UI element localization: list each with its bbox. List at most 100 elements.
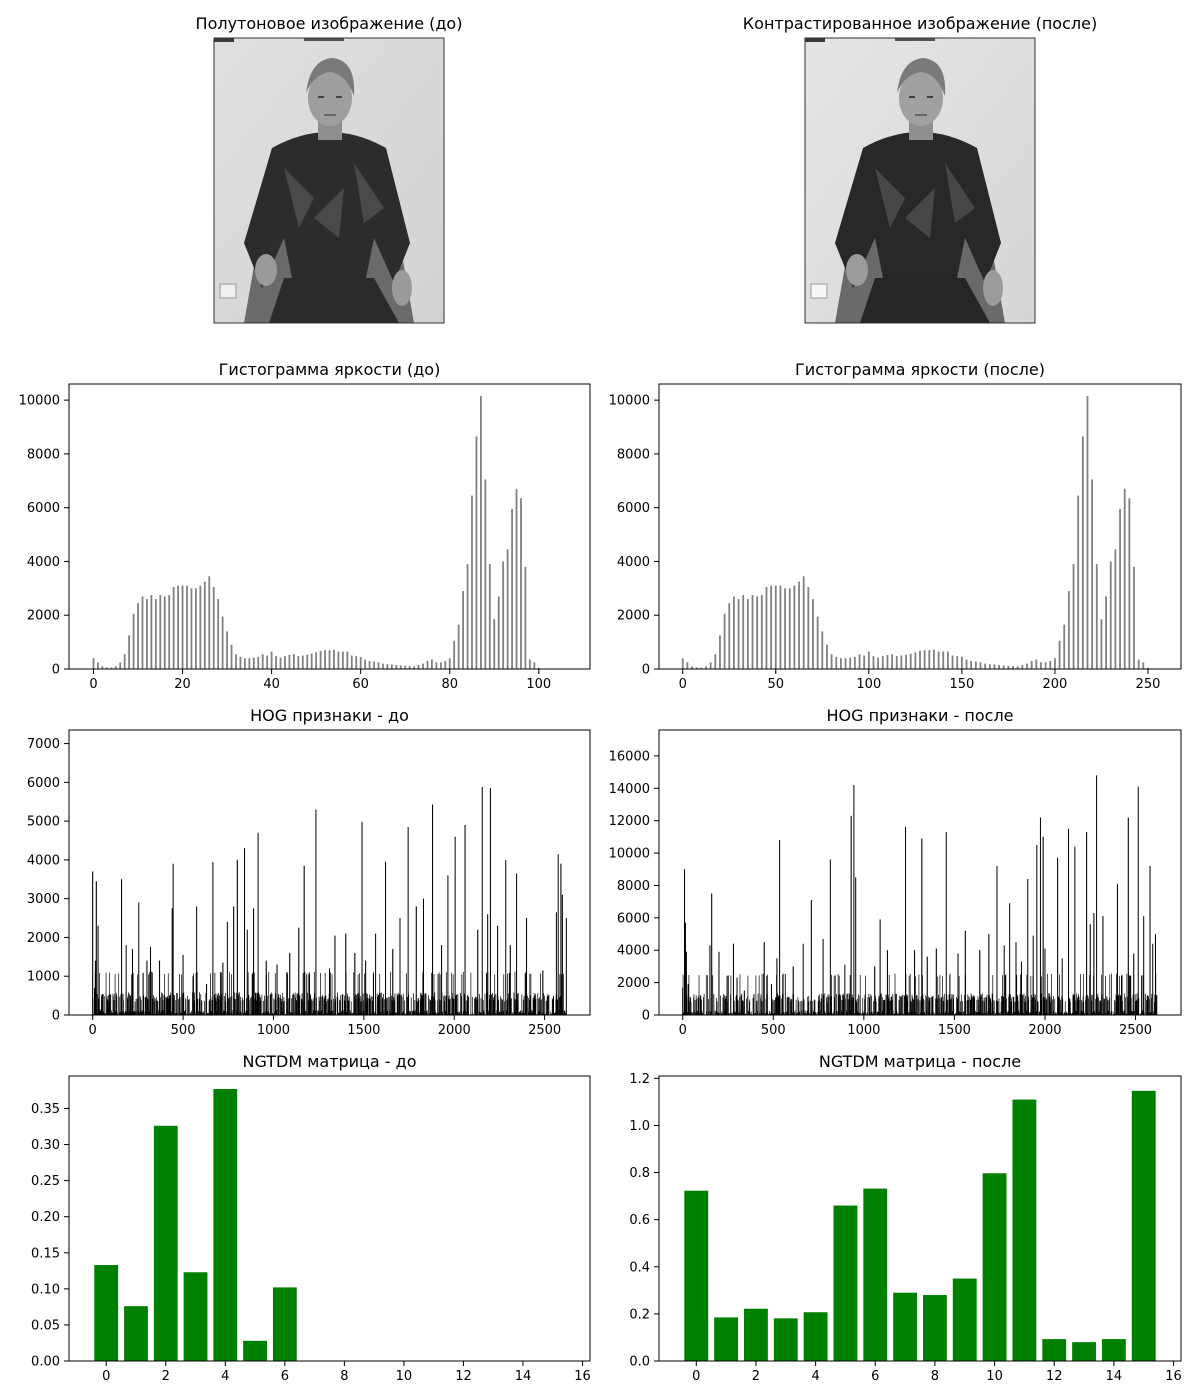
hist-bar	[373, 661, 375, 669]
hist-bar	[439, 662, 442, 669]
y-tick-label: 1.0	[629, 1119, 650, 1134]
ngtdm-bar	[833, 1205, 858, 1361]
hist-bar	[821, 631, 824, 669]
hist-bar	[1133, 566, 1135, 669]
y-tick-label: 0	[52, 1009, 60, 1024]
y-axis: 0 2000 4000 6000 8000 10000	[609, 394, 659, 678]
y-tick-label: 0.2	[629, 1307, 650, 1322]
y-tick-label: 4000	[27, 853, 60, 868]
x-tick-label: 4	[221, 1369, 229, 1384]
hist-bar	[119, 662, 122, 669]
x-axis: 0 2 4 6 8 10 12 14 16	[692, 1361, 1182, 1384]
x-tick-label: 16	[574, 1369, 591, 1384]
axes-frame	[658, 729, 1182, 1016]
hist-bar	[355, 656, 358, 669]
hist-bar	[257, 656, 260, 669]
hist-bar	[275, 656, 277, 669]
hist-bar	[404, 665, 407, 669]
axes-frame	[68, 1075, 591, 1362]
x-tick-label: 2000	[1028, 1023, 1061, 1038]
hist-bar	[1016, 666, 1019, 669]
chart-title: Гистограмма яркости (после)	[795, 360, 1045, 379]
hist-bar	[417, 664, 420, 669]
ngtdm-bar	[94, 1265, 119, 1361]
hist-bar	[346, 651, 349, 669]
hist-bar	[1035, 659, 1038, 669]
hist-bar	[802, 576, 805, 669]
hist-bar	[395, 664, 398, 669]
y-tick-label: 1000	[27, 970, 60, 985]
y-tick-label: 0	[52, 663, 60, 678]
hist-bar	[933, 649, 935, 669]
hist-bar	[970, 660, 973, 669]
x-axis: 0 500 1000 1500 2000 2500	[679, 1015, 1152, 1038]
hist-bar	[475, 436, 478, 669]
hist-bar	[306, 654, 309, 669]
x-tick-label: 12	[455, 1369, 472, 1384]
hist-bar	[974, 661, 977, 669]
y-tick-label: 0.6	[629, 1213, 650, 1228]
ngtdm-bar	[153, 1125, 178, 1361]
x-tick-label: 0	[89, 677, 97, 692]
x-tick-label: 20	[174, 677, 191, 692]
ngtdm-bar	[952, 1278, 977, 1361]
hist-bar	[359, 656, 362, 669]
hist-bar	[506, 549, 509, 669]
x-tick-label: 10	[986, 1369, 1003, 1384]
hist-bar	[960, 656, 963, 669]
hist-bar	[123, 654, 126, 669]
hist-bar	[881, 656, 884, 669]
ngtdm-bar	[922, 1295, 947, 1361]
hist-bar	[1012, 666, 1014, 669]
hist-bar	[101, 666, 104, 669]
hist-bar	[700, 667, 703, 669]
y-tick-label: 2000	[27, 609, 60, 624]
hist-bar	[226, 631, 228, 669]
hist-bar	[886, 655, 889, 669]
hist-bar	[328, 650, 331, 669]
hist-bar	[497, 596, 500, 669]
hist-bar	[686, 662, 689, 669]
x-tick-label: 4	[811, 1369, 819, 1384]
hist-bar	[826, 644, 828, 669]
y-axis: 0.00 0.05 0.10 0.15 0.20 0.25 0.30 0.35	[31, 1102, 69, 1370]
hist-bar	[760, 595, 763, 669]
hist-bar	[1002, 665, 1005, 669]
ngtdm-bar	[863, 1188, 888, 1361]
hist-bar	[266, 655, 269, 669]
hist-bar	[895, 656, 898, 669]
hist-bar	[695, 667, 698, 669]
hist-bar	[905, 654, 907, 669]
hist-bar	[488, 564, 491, 669]
y-tick-label: 4000	[617, 555, 650, 570]
y-tick-label: 2000	[617, 976, 650, 991]
hist-bar	[784, 588, 786, 669]
y-tick-label: 0.10	[31, 1282, 60, 1297]
hist-bar	[1063, 624, 1066, 669]
x-tick-label: 14	[515, 1369, 532, 1384]
hist-bar	[956, 656, 959, 669]
hist-bar	[1021, 664, 1024, 669]
ngtdm-bar	[1012, 1099, 1037, 1361]
hist-bar	[849, 657, 852, 669]
hist-bar	[746, 599, 749, 669]
y-tick-label: 6000	[27, 776, 60, 791]
hist-bar	[1058, 640, 1061, 669]
ngtdm-bar	[982, 1173, 1007, 1361]
hist-bar	[315, 652, 318, 669]
ngtdm-bar	[124, 1306, 148, 1361]
hist-bar	[444, 660, 447, 669]
y-tick-label: 0	[642, 1009, 650, 1024]
chart-0: Гистограмма яркости (до) 0 20 40 60 80 100 0 200…	[19, 360, 591, 692]
hist-bar	[199, 585, 202, 669]
hist-bar	[1091, 479, 1094, 669]
hist-bar	[1100, 619, 1103, 669]
hist-bar	[457, 624, 460, 669]
hist-bar	[528, 659, 531, 669]
y-tick-label: 16000	[609, 749, 650, 764]
hist-bar	[756, 596, 759, 669]
x-tick-label: 100	[856, 677, 881, 692]
x-tick-label: 1500	[938, 1023, 971, 1038]
hist-bar	[212, 586, 215, 669]
